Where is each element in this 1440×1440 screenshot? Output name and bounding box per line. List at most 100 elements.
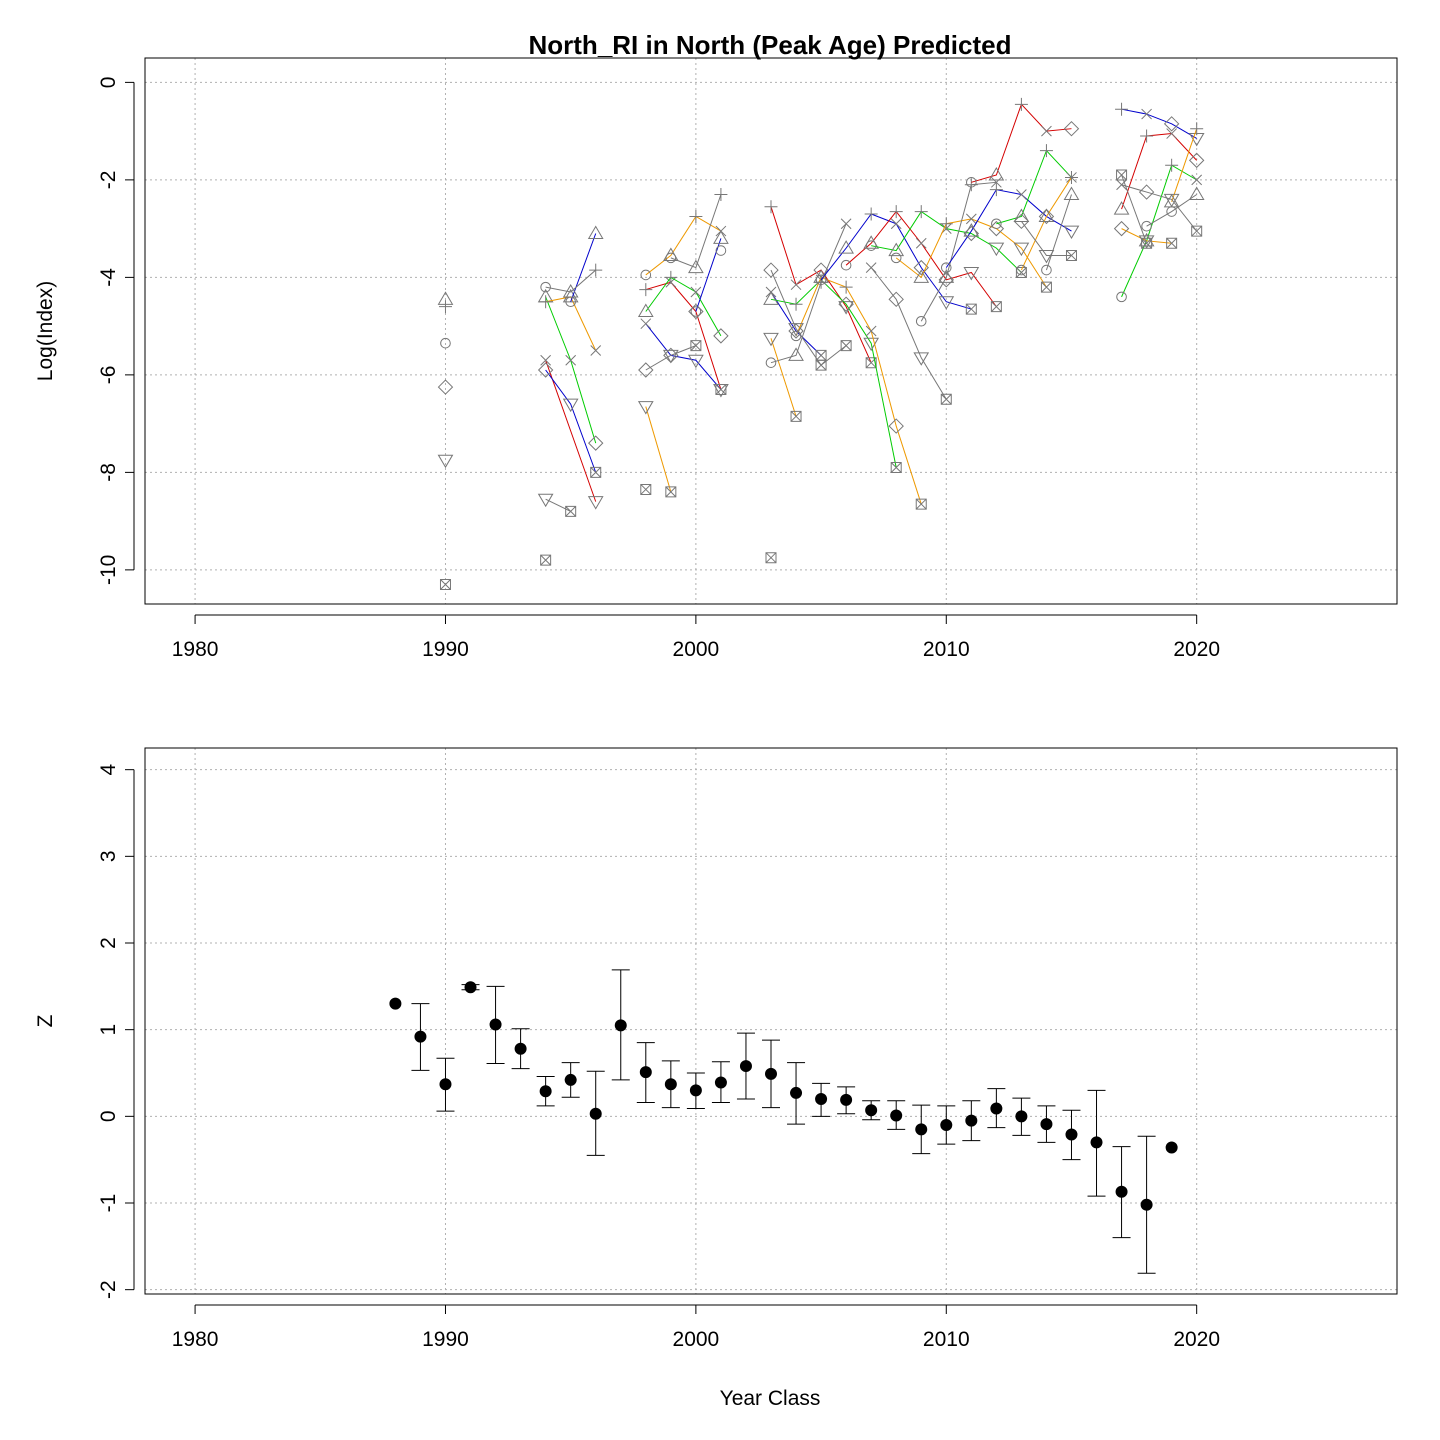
top-point-24-1: [888, 242, 905, 257]
top-point-20-2: [815, 359, 827, 371]
top-series-line-13: [670, 194, 722, 269]
chart-title: North_RI in North (Peak Age) Predicted: [529, 30, 1012, 60]
top-point-12-1: [662, 349, 679, 364]
top-series-line-39: [1121, 184, 1198, 232]
top-point-13-2: [714, 188, 728, 201]
z-point-group-16: [787, 1062, 806, 1125]
top-y-tick-label--8: -8: [97, 463, 120, 482]
top-point-9-3: [713, 328, 729, 344]
top-point-11-0: [640, 269, 652, 281]
top-point-19-3: [865, 325, 877, 337]
x-axis-title: Year Class: [720, 1387, 821, 1410]
top-series-line-21: [770, 223, 847, 364]
top-series-35: [1113, 128, 1205, 215]
z-point-17: [815, 1093, 828, 1105]
z-point-group-29: [1112, 1146, 1131, 1239]
top-point-22-3: [890, 218, 902, 230]
z-point-22: [940, 1119, 953, 1131]
z-point-31: [1165, 1141, 1178, 1154]
top-point-12-2: [690, 340, 702, 352]
top-point-22-2: [864, 207, 878, 221]
z-point-25: [1015, 1110, 1028, 1123]
z-point-group-17: [812, 1082, 831, 1117]
top-point-22-5: [938, 296, 955, 310]
top-point-16-2: [815, 349, 827, 361]
top-point-28-1: [963, 223, 980, 237]
top-x-tick-label-1980: 1980: [172, 638, 219, 661]
top-series-line-4: [570, 233, 597, 302]
top-point-28-4: [1038, 208, 1055, 225]
top-point-42-2: [440, 337, 451, 349]
top-point-21-1: [788, 347, 804, 361]
top-point-37-2: [1166, 237, 1178, 249]
bottom-y-tick-label-3: 3: [97, 850, 120, 862]
z-point-group-14: [736, 1032, 755, 1100]
top-point-0-0: [540, 354, 551, 366]
top-point-37-0: [1113, 220, 1130, 237]
z-point-group-1: [411, 1003, 430, 1071]
top-point-38-1: [1190, 122, 1204, 136]
top-point-36-0: [1116, 291, 1127, 303]
top-series-line-7: [645, 281, 722, 390]
top-x-tick-label-2010: 2010: [923, 638, 970, 661]
top-point-19-2: [839, 280, 853, 294]
top-series-34: [1115, 102, 1205, 147]
top-series-25: [890, 213, 1052, 293]
z-point-9: [614, 1019, 627, 1032]
top-x-tick-label-1990: 1990: [422, 638, 469, 661]
z-point-11: [664, 1078, 677, 1091]
top-point-6-2: [589, 263, 603, 277]
z-point-4: [489, 1018, 502, 1031]
top-point-1-2: [590, 466, 602, 478]
z-point-2: [439, 1078, 452, 1091]
top-series-20: [763, 262, 852, 371]
z-point-group-11: [661, 1060, 680, 1109]
top-point-26-0: [865, 262, 877, 273]
top-point-27-3: [991, 176, 1002, 188]
top-point-40-0: [1141, 220, 1152, 232]
top-point-32-2: [1065, 249, 1077, 261]
bottom-axes: 1980 1990 2000 2010 2020 4 3 2 1 0 -1 -2: [97, 764, 1220, 1351]
top-point-29-0: [966, 177, 977, 188]
z-point-6: [539, 1085, 552, 1098]
z-point-group-13: [711, 1061, 730, 1103]
z-point-group-25: [1012, 1097, 1031, 1136]
top-plot-frame: [144, 57, 1398, 605]
top-point-39-1: [1138, 184, 1155, 200]
bottom-y-tick-label-4: 4: [97, 764, 120, 776]
top-point-23-6: [990, 301, 1002, 313]
top-series-line-11: [645, 215, 722, 276]
top-point-39-3: [1191, 225, 1203, 237]
top-point-3-1: [562, 288, 579, 303]
bottom-plot-marks: [389, 969, 1178, 1274]
top-series-line-41: [1121, 174, 1148, 244]
top-series-1: [537, 362, 602, 478]
top-point-42-9: [765, 552, 777, 564]
top-point-31-0: [1016, 264, 1027, 276]
z-point-group-26: [1037, 1105, 1056, 1143]
top-series-41: [1116, 169, 1153, 249]
z-point-group-15: [762, 1039, 780, 1109]
top-point-27-1: [938, 269, 955, 283]
top-point-22-4: [913, 259, 929, 276]
top-point-13-0: [665, 252, 677, 264]
top-series-28: [940, 183, 1080, 273]
top-point-14-0: [690, 306, 702, 317]
top-series-line-19: [795, 276, 922, 505]
top-point-1-1: [562, 398, 579, 413]
z-point-1: [414, 1030, 427, 1043]
z-point-group-20: [887, 1100, 906, 1130]
top-point-25-4: [988, 220, 1005, 237]
top-series-21: [765, 218, 852, 368]
top-point-17-1: [789, 297, 803, 311]
bottom-y-tick-label-0: 0: [97, 1110, 120, 1122]
top-point-8-0: [640, 318, 652, 330]
z-point-group-4: [486, 985, 505, 1064]
bottom-y-axis-title: Z: [34, 1014, 57, 1027]
top-point-5-0: [537, 493, 554, 508]
top-point-1-0: [537, 362, 554, 378]
top-point-4-1: [587, 225, 604, 239]
top-series-line-27: [920, 181, 997, 322]
top-point-31-1: [1038, 208, 1055, 222]
top-series-40: [1141, 186, 1205, 232]
